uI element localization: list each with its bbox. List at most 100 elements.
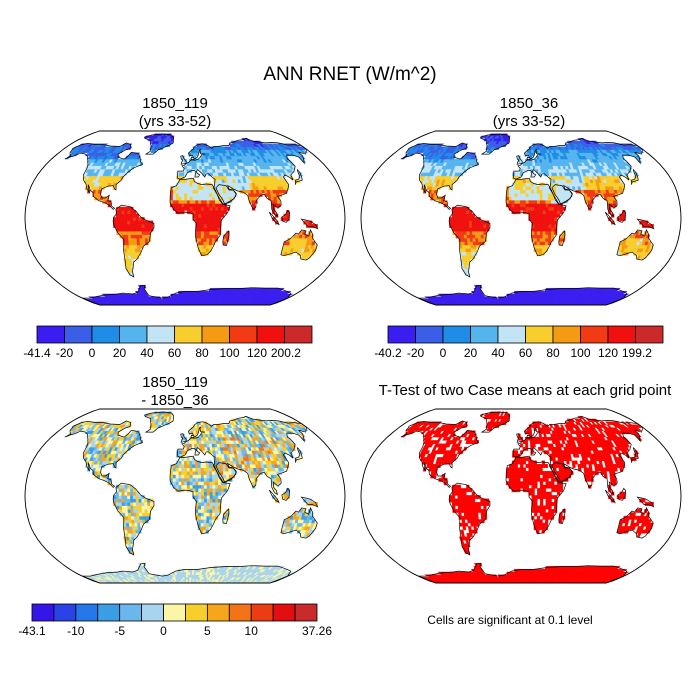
- grid-cell: [552, 186, 557, 190]
- grid-cell: [195, 217, 199, 222]
- grid-cell: [542, 210, 547, 215]
- grid-cell: [119, 230, 123, 235]
- grid-cell: [200, 203, 205, 208]
- grid-cell: [206, 220, 211, 225]
- grid-cell: [542, 237, 546, 242]
- panel2-map: [360, 130, 682, 306]
- grid-cell: [460, 224, 464, 228]
- grid-cell: [454, 227, 459, 232]
- grid-cell: [483, 227, 487, 232]
- grid-cell: [534, 206, 538, 211]
- grid-cell: [477, 224, 481, 228]
- grid-cell: [189, 206, 194, 211]
- grid-cell: [206, 196, 210, 201]
- grid-cell: [474, 230, 479, 235]
- grid-cell: [545, 227, 549, 232]
- grid-cell: [545, 196, 549, 201]
- grid-cell: [480, 224, 484, 228]
- grid-cell: [454, 217, 459, 222]
- grid-cell: [203, 186, 207, 190]
- grid-cell: [209, 203, 213, 208]
- grid-cell: [520, 293, 523, 297]
- grid-cell: [186, 199, 191, 204]
- grid-cell: [475, 234, 479, 239]
- grid-cell: [475, 237, 479, 242]
- grid-cell: [542, 227, 547, 232]
- grid-cell: [186, 179, 190, 184]
- grid-cell: [209, 224, 213, 228]
- grid-cell: [477, 230, 482, 235]
- grid-cell: [514, 206, 518, 211]
- grid-cell: [181, 186, 185, 190]
- grid-cell: [251, 199, 256, 204]
- grid-cell: [212, 203, 216, 208]
- grid-cell: [131, 241, 135, 246]
- panel4-note: Cells are significant at 0.1 level: [427, 613, 593, 627]
- grid-cell: [130, 217, 134, 222]
- grid-cell: [620, 291, 628, 295]
- grid-cell: [454, 213, 459, 218]
- grid-cell: [184, 199, 188, 204]
- panel1-ocean: [25, 131, 345, 305]
- coastline-antarctica: [418, 284, 628, 305]
- grid-cell: [528, 210, 532, 215]
- coastline-eurasia: [513, 137, 643, 218]
- grid-cell: [184, 168, 188, 173]
- grid-cell: [533, 186, 538, 190]
- grid-cell: [192, 189, 196, 194]
- grid-cell: [201, 220, 205, 225]
- grid-cell: [544, 189, 549, 194]
- grid-cell: [184, 192, 188, 197]
- grid-cell: [531, 206, 535, 211]
- grid-cell: [127, 234, 132, 239]
- grid-cell: [228, 196, 233, 201]
- grid-cell: [118, 220, 123, 225]
- grid-cell: [545, 199, 549, 204]
- grid-cell: [184, 186, 188, 190]
- grid-cell: [121, 220, 125, 225]
- grid-cell: [178, 199, 182, 204]
- grid-cell: [514, 199, 518, 204]
- grid-cell: [127, 206, 131, 211]
- grid-cell: [525, 189, 529, 194]
- grid-cell: [139, 234, 143, 239]
- panel1-map: [24, 130, 346, 306]
- grid-cell: [137, 248, 142, 253]
- panel2-subtitle: (yrs 33-52): [492, 113, 566, 130]
- grid-cell: [514, 189, 518, 194]
- coastline-north-america: [400, 142, 480, 210]
- grid-cell: [536, 244, 540, 249]
- grid-cell: [200, 241, 205, 246]
- grid-cell: [536, 192, 541, 197]
- grid-cell: [522, 199, 527, 204]
- grid-cell: [206, 522, 210, 527]
- grid-cell: [539, 227, 544, 232]
- grid-cell: [215, 217, 219, 222]
- grid-cell: [186, 206, 191, 211]
- grid-cell: [561, 192, 566, 197]
- grid-cell: [195, 199, 199, 204]
- grid-cell: [548, 199, 552, 204]
- grid-cell: [200, 522, 204, 527]
- grid-cell: [223, 210, 228, 215]
- grid-cell: [181, 192, 185, 197]
- grid-cell: [525, 199, 530, 204]
- grid-cell: [468, 224, 473, 228]
- grid-cell: [539, 244, 543, 249]
- grid-cell: [192, 203, 196, 208]
- grid-cell: [218, 206, 222, 211]
- coastline-arabia: [551, 184, 573, 205]
- grid-cell: [533, 192, 538, 197]
- grid-cell: [471, 227, 476, 232]
- grid-cell: [203, 244, 207, 249]
- grid-cell: [463, 227, 467, 232]
- grid-cell: [642, 220, 646, 225]
- grid-cell: [471, 217, 475, 222]
- grid-cell: [130, 230, 134, 235]
- grid-cell: [480, 227, 484, 232]
- grid-cell: [121, 210, 125, 215]
- grid-cell: [203, 227, 208, 232]
- grid-cell: [209, 206, 213, 211]
- grid-cell: [192, 182, 196, 187]
- grid-cell: [201, 210, 205, 215]
